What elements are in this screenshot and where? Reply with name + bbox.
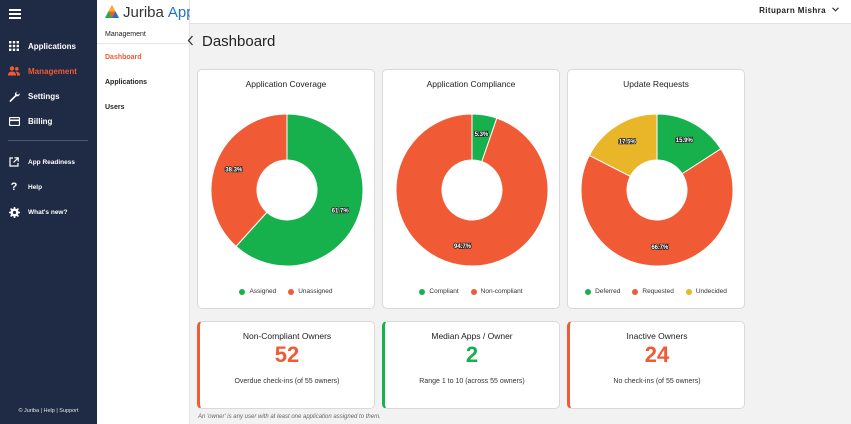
- stat-value: 2: [465, 342, 479, 367]
- submenu-item-users[interactable]: Users: [105, 103, 125, 111]
- donut-slice-requested[interactable]: [580, 148, 734, 267]
- gear-icon: [8, 206, 20, 218]
- user-menu[interactable]: Rituparn Mishra: [759, 6, 839, 15]
- legend-label: Non-compliant: [480, 288, 523, 295]
- submenu-header: Management: [97, 26, 190, 44]
- legend-item[interactable]: Requested: [632, 288, 674, 295]
- user-name: Rituparn Mishra: [759, 6, 826, 15]
- submenu-item-dashboard[interactable]: Dashboard: [105, 53, 142, 61]
- donut-chart: 5.3% 94.7%: [395, 113, 549, 267]
- legend-swatch: [239, 288, 246, 295]
- submenu-panel: Management Dashboard Applications Users: [97, 0, 190, 424]
- chart-legend: Compliant Non-compliant: [383, 288, 559, 295]
- chart-title: Application Coverage: [245, 79, 327, 89]
- chevron-down-icon: [832, 7, 839, 14]
- stat-title: Inactive Owners: [626, 331, 688, 341]
- legend-item[interactable]: Assigned: [239, 288, 276, 295]
- donut-data-label: 38.3%: [225, 168, 243, 174]
- card-icon: [8, 115, 20, 127]
- legend-swatch: [632, 288, 639, 295]
- sidebar-item-label: Help: [28, 183, 43, 191]
- chart-title: Update Requests: [623, 79, 689, 89]
- wrench-icon: [8, 90, 20, 102]
- sidebar-item-label: Management: [28, 66, 77, 76]
- donut-slice-non-compliant[interactable]: [395, 113, 549, 267]
- stat-value: 24: [644, 342, 670, 367]
- sidebar-item-label: Settings: [28, 91, 60, 101]
- page-title: Dashboard: [202, 33, 276, 50]
- stat-card-non-compliant-owners[interactable]: Non-Compliant Owners 52 Overdue check-in…: [197, 321, 375, 409]
- donut-data-label: 17.5%: [619, 139, 637, 145]
- chart-card-update-requests: Update Requests 15.9% 66.7% 17.5% Deferred…: [567, 69, 745, 309]
- legend-item[interactable]: Unassigned: [288, 288, 333, 295]
- sidebar-item-applications[interactable]: Applications: [0, 35, 97, 57]
- legend-item[interactable]: Compliant: [419, 288, 459, 295]
- stat-value: 52: [274, 342, 300, 367]
- sidebar-item-whats-new[interactable]: What's new?: [0, 201, 97, 223]
- chart-title: Application Compliance: [426, 79, 516, 89]
- sidebar-divider: [8, 140, 88, 141]
- stat-subtitle: No check-ins (of 55 owners): [613, 378, 701, 385]
- sidebar: Applications Management Settings Billing…: [0, 0, 97, 424]
- legend-item[interactable]: Non-compliant: [470, 288, 523, 295]
- juriba-logo-icon: [105, 5, 119, 18]
- chart-legend: Deferred Requested Undecided: [568, 288, 744, 295]
- sidebar-item-app-readiness[interactable]: App Readiness: [0, 151, 97, 173]
- donut-data-label: 61.7%: [332, 208, 350, 214]
- external-link-icon: [8, 156, 20, 168]
- donut-chart: 15.9% 66.7% 17.5%: [580, 113, 734, 267]
- sidebar-item-billing[interactable]: Billing: [0, 110, 97, 132]
- donut-data-label: 94.7%: [454, 244, 472, 250]
- sidebar-item-help[interactable]: ? Help: [0, 176, 97, 198]
- legend-item[interactable]: Undecided: [685, 288, 727, 295]
- donut-slice-assigned[interactable]: [235, 113, 364, 267]
- donut-data-label: 15.9%: [676, 138, 694, 144]
- legend-label: Undecided: [695, 288, 727, 295]
- legend-swatch: [419, 288, 426, 295]
- legend-item[interactable]: Deferred: [585, 288, 620, 295]
- legend-label: Assigned: [249, 288, 277, 295]
- logo-juriba-text: Juriba: [123, 3, 164, 21]
- question-icon: ?: [10, 181, 18, 193]
- sidebar-footer[interactable]: © Juriba | Help | Support: [18, 408, 79, 414]
- chart-card-application-coverage: Application Coverage 61.7% 38.3% Assigned…: [197, 69, 375, 309]
- stat-subtitle: Overdue check-ins (of 55 owners): [234, 378, 340, 385]
- stat-subtitle: Range 1 to 10 (across 55 owners): [419, 378, 525, 385]
- legend-label: Requested: [642, 288, 674, 295]
- sidebar-item-label: Applications: [28, 41, 77, 51]
- donut-slice-unassigned[interactable]: [210, 113, 288, 248]
- sidebar-item-settings[interactable]: Settings: [0, 85, 97, 107]
- sidebar-item-label: What's new?: [28, 208, 68, 216]
- sidebar-item-label: App Readiness: [28, 158, 75, 166]
- donut-slice-undecided[interactable]: [588, 113, 658, 178]
- sidebar-item-label: Billing: [28, 116, 53, 126]
- legend-label: Deferred: [595, 288, 621, 295]
- people-icon: [8, 65, 20, 77]
- donut-data-label: 66.7%: [651, 245, 669, 251]
- stat-title: Non-Compliant Owners: [242, 331, 332, 341]
- stat-card-inactive-owners[interactable]: Inactive Owners 24 No check-ins (of 55 o…: [567, 321, 745, 409]
- top-bar: Rituparn Mishra: [190, 0, 851, 24]
- chart-card-application-compliance: Application Compliance 5.3% 94.7% Complia…: [382, 69, 560, 309]
- footnote: An 'owner' is any user with at least one…: [198, 414, 381, 420]
- legend-swatch: [585, 288, 592, 295]
- submenu-item-applications[interactable]: Applications: [105, 78, 148, 86]
- sidebar-item-management[interactable]: Management: [0, 60, 97, 82]
- back-chevron-icon[interactable]: [187, 35, 194, 49]
- donut-data-label: 5.3%: [475, 132, 489, 138]
- legend-label: Unassigned: [298, 288, 333, 295]
- stat-title: Median Apps / Owner: [431, 331, 513, 341]
- legend-swatch: [288, 288, 295, 295]
- grid-icon: [8, 40, 20, 52]
- legend-swatch: [685, 288, 692, 295]
- legend-label: Compliant: [429, 288, 459, 295]
- hamburger-menu-icon[interactable]: [9, 9, 21, 19]
- chart-legend: Assigned Unassigned: [198, 288, 374, 295]
- legend-swatch: [470, 288, 477, 295]
- donut-chart: 61.7% 38.3%: [210, 113, 364, 267]
- stat-card-median-apps-per-owner[interactable]: Median Apps / Owner 2 Range 1 to 10 (acr…: [382, 321, 560, 409]
